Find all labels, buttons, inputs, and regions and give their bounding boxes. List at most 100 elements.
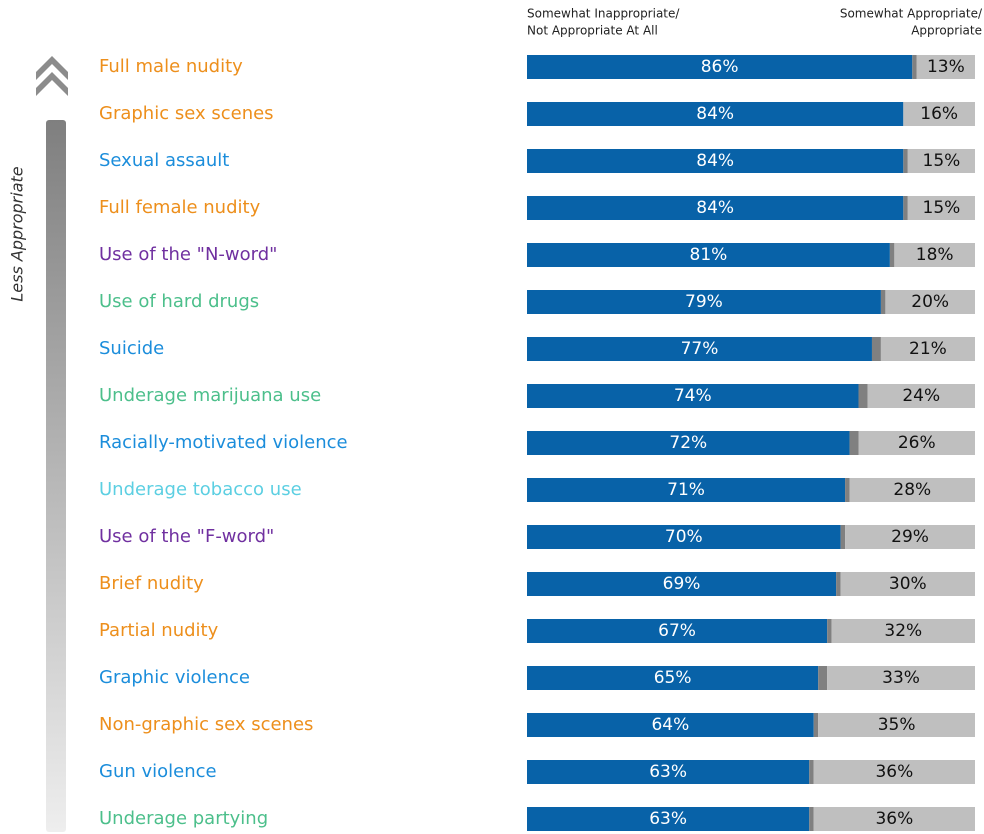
category-label: Non-graphic sex scenes [99,714,313,735]
value-label: 26% [898,433,936,453]
bar-segment [871,337,881,361]
value-label: 71% [667,480,705,500]
bar-segment [527,102,904,126]
category-label: Full female nudity [99,197,261,218]
value-label: 81% [690,245,728,265]
bar-segment [840,525,846,549]
value-label: 74% [674,386,712,406]
bar-segment [813,760,975,784]
bar-segment [858,384,868,408]
bar-segment [867,384,975,408]
bar-segment [813,713,819,737]
bar-segment [527,149,904,173]
bar-segment [903,102,975,126]
chevron [36,56,68,80]
category-label: Graphic violence [99,667,250,688]
bar-segment [527,666,819,690]
bar-segment [907,196,975,220]
bar-segment [527,196,904,220]
value-label: 18% [916,245,954,265]
legend-label: Somewhat Appropriate/ [840,7,983,21]
category-label: Partial nudity [99,620,219,641]
bar-segment [831,619,975,643]
bar-segment [903,196,908,220]
category-label: Use of the "F-word" [99,526,274,547]
bar-segment [818,713,975,737]
value-label: 77% [681,339,719,359]
category-label: Underage marijuana use [99,385,321,406]
value-label: 86% [701,57,739,77]
bar-segment [845,525,975,549]
bar-segment [836,572,841,596]
value-label: 63% [649,762,687,782]
category-label: Gun violence [99,761,217,782]
category-label: Use of hard drugs [99,291,259,312]
category-label: Full male nudity [99,56,243,77]
category-label: Racially-motivated violence [99,432,348,453]
bar-segment [912,55,917,79]
bar-segment [809,807,814,831]
value-label: 15% [923,151,961,171]
value-label: 30% [889,574,927,594]
bar-segment [527,243,890,267]
bar-segment [809,760,814,784]
bar-segment [818,666,828,690]
bar-segment [880,290,886,314]
bar-segment [527,337,872,361]
bar-segment [527,760,810,784]
bar-segment [527,619,828,643]
legend-label: Somewhat Inappropriate/ [527,7,680,21]
value-label: 33% [882,668,920,688]
chevron [36,72,68,96]
value-label: 84% [696,104,734,124]
category-label: Use of the "N-word" [99,244,277,265]
bar-segment [527,525,841,549]
bar-segment [858,431,975,455]
axis-label: Less Appropriate [8,166,27,301]
gradient-bar [46,120,66,832]
value-label: 72% [669,433,707,453]
value-label: 84% [696,151,734,171]
bar-segment [845,478,850,502]
bar-segment [894,243,975,267]
value-label: 29% [891,527,929,547]
value-label: 16% [920,104,958,124]
bar-segment [527,290,881,314]
value-label: 36% [875,762,913,782]
bar-segment [907,149,975,173]
bar-segment [527,807,810,831]
bar-segment [827,619,832,643]
bar-segment [527,431,850,455]
category-label: Underage partying [99,808,268,829]
category-label: Suicide [99,338,164,359]
bar-segment [849,431,859,455]
bar-segment [527,713,814,737]
value-label: 15% [923,198,961,218]
bar-segment [813,807,975,831]
bar-segment [527,55,913,79]
category-label: Brief nudity [99,573,204,594]
bar-segment [840,572,975,596]
bar-segment [885,290,975,314]
value-label: 64% [651,715,689,735]
value-label: 65% [654,668,692,688]
value-label: 32% [884,621,922,641]
value-label: 70% [665,527,703,547]
bar-segment [880,337,975,361]
value-label: 69% [663,574,701,594]
value-label: 79% [685,292,723,312]
bar-segment [827,666,975,690]
value-label: 20% [911,292,949,312]
direction-indicator [36,56,68,832]
value-label: 28% [893,480,931,500]
bar-segment [849,478,975,502]
bar-segment [527,572,837,596]
value-label: 24% [902,386,940,406]
bar-segment [903,149,908,173]
legend-label: Not Appropriate At All [527,24,658,38]
value-label: 21% [909,339,947,359]
bar-segment [916,55,975,79]
bar-segment [527,384,859,408]
value-label: 13% [927,57,965,77]
